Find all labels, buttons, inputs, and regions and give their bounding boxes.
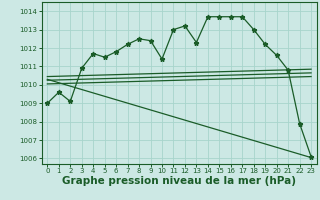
X-axis label: Graphe pression niveau de la mer (hPa): Graphe pression niveau de la mer (hPa): [62, 176, 296, 186]
